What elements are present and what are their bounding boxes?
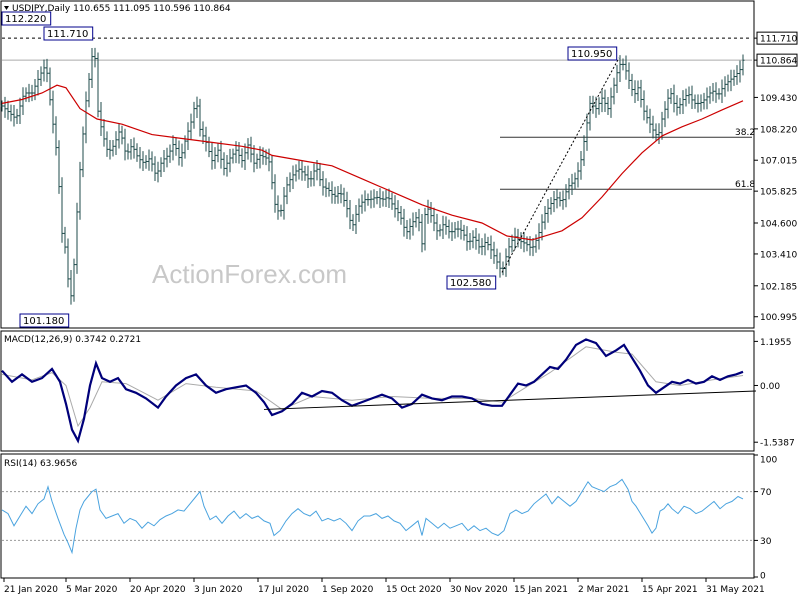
rsi-axis-label: 0 — [760, 572, 766, 582]
fib-618-label: 61.8 — [735, 180, 755, 190]
x-axis-label: 15 Oct 2020 — [386, 585, 442, 595]
rsi-panel-frame — [0, 453, 755, 579]
price-label-high-second-box — [43, 26, 94, 41]
rsi-axis-label: 70 — [760, 488, 772, 498]
price-label-high-left-box — [1, 11, 52, 26]
x-axis-label: 21 Jan 2020 — [4, 585, 58, 595]
rsi-axis-label: 30 — [760, 537, 772, 547]
rsi-layer — [1, 478, 752, 555]
macd-axis-label: -1.5387 — [760, 439, 795, 449]
macd-axis-label: 0.00 — [760, 382, 780, 392]
price-axis-label: 102.185 — [760, 282, 797, 292]
price-axis-label: 104.600 — [760, 220, 797, 230]
price-label-low-left: 101.180 — [23, 316, 64, 327]
x-axis-label: 17 Jul 2020 — [258, 585, 309, 595]
price-axis-label: 105.825 — [760, 188, 797, 198]
price-axis-label: 111.710 — [760, 35, 797, 45]
x-axis-label: 3 Jun 2020 — [194, 585, 243, 595]
x-axis-label: 15 Apr 2021 — [642, 585, 698, 595]
price-axis-label: 110.864 — [760, 57, 797, 67]
price-axis-label: 103.410 — [760, 250, 797, 260]
price-axis-label: 108.220 — [760, 125, 797, 135]
fib-382-label: 38.2 — [735, 128, 755, 138]
axis-layer: 111.710 110.864 109.430 108.220 107.015 105.8… — [3, 31, 798, 595]
x-axis-label: 20 Apr 2020 — [130, 585, 186, 595]
x-axis-label: 15 Jan 2021 — [514, 585, 568, 595]
macd-title: MACD(12,26,9) 0.3742 0.2721 — [4, 335, 141, 345]
macd-axis-label: 1.1955 — [760, 338, 792, 348]
x-axis-label: 5 Mar 2020 — [66, 585, 118, 595]
price-axis-label: 109.430 — [760, 94, 797, 104]
price-label-high-second: 111.710 — [47, 29, 88, 40]
x-axis-label: 1 Sep 2020 — [322, 585, 374, 595]
x-axis-label: 2 Mar 2021 — [578, 585, 629, 595]
watermark: ActionForex.com — [152, 259, 347, 289]
price-label-high-left: 112.220 — [5, 14, 46, 25]
x-axis-label: 30 Nov 2020 — [450, 585, 508, 595]
price-axis-label: 100.995 — [760, 313, 797, 323]
price-label-low-left-box — [19, 313, 70, 328]
price-axis-label: 107.015 — [760, 157, 797, 167]
rsi-axis-label: 100 — [760, 456, 777, 466]
macd-layer — [1, 338, 757, 444]
price-label-high-right-box — [567, 46, 618, 61]
price-panel-frame — [0, 0, 755, 329]
ohlc-bars — [0, 47, 745, 305]
rsi-line — [1, 478, 744, 555]
symbol-icon — [4, 6, 9, 10]
price-label-low-mid-box — [446, 275, 497, 290]
chart-header: USDJPY,Daily 110.655 111.095 110.596 110… — [12, 4, 231, 14]
x-axis-label: 31 May 2021 — [706, 585, 765, 595]
price-axis-flag — [756, 31, 798, 45]
macd-line — [1, 338, 744, 444]
rsi-title: RSI(14) 63.9656 — [4, 459, 77, 469]
price-label-low-mid: 102.580 — [450, 278, 491, 289]
macd-trendline — [263, 390, 757, 410]
price-label-high-right: 110.950 — [571, 49, 612, 60]
swing-annotation-line — [501, 57, 620, 273]
macd-panel-frame — [0, 330, 755, 452]
price-axis-flag — [756, 53, 798, 67]
moving-average-line — [1, 84, 744, 241]
